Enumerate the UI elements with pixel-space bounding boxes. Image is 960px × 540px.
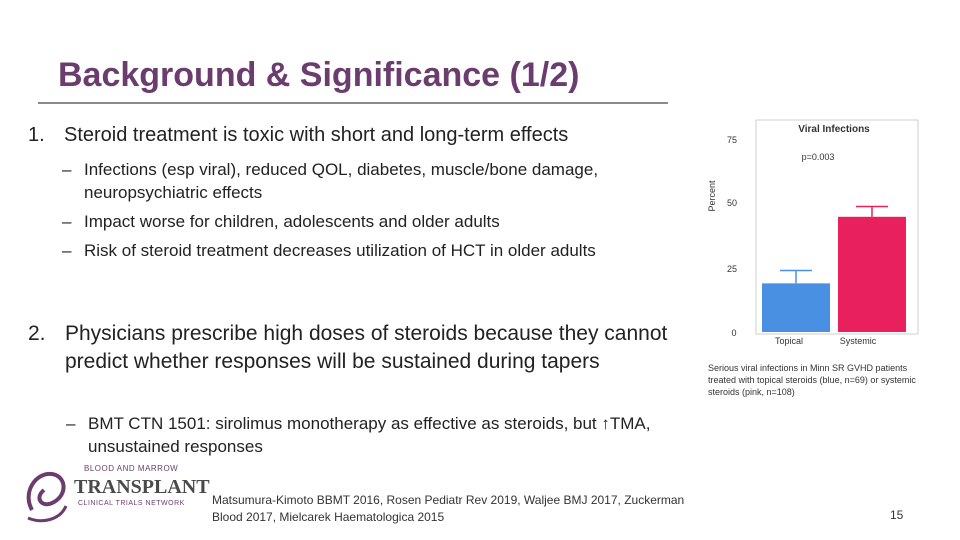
subpoint-item: Impact worse for children, adolescents a…: [62, 210, 662, 233]
bullet-number: 2.: [28, 322, 46, 345]
bars-group: [762, 205, 906, 332]
slide-title: Background & Significance (1/2): [58, 56, 580, 94]
bullet-point-1: 1. Steroid treatment is toxic with short …: [28, 124, 568, 147]
bar-topical: [762, 283, 830, 332]
chart-caption: Serious viral infections in Minn SR GVHD…: [708, 363, 916, 397]
y-tick-label: 75: [727, 135, 737, 145]
bullet-text: Physicians prescribe high doses of stero…: [65, 322, 668, 373]
bullet-2-subpoint: – BMT CTN 1501: sirolimus monotherapy as…: [66, 412, 686, 458]
logo-text-top: BLOOD AND MARROW: [84, 464, 179, 473]
p-value-annotation: p=0.003: [802, 152, 835, 162]
logo-text-main: TRANSPLANT: [74, 476, 210, 498]
y-tick-label: 25: [727, 264, 737, 274]
subpoint-item: Risk of steroid treatment decreases util…: [62, 239, 662, 262]
y-axis-label: Percent: [707, 180, 717, 212]
bullet-text: Steroid treatment is toxic with short an…: [64, 124, 569, 146]
logo-text-sub: CLINICAL TRIALS NETWORK: [78, 500, 185, 507]
logo-swirl-icon: [26, 471, 68, 523]
y-tick-label: 0: [731, 328, 736, 338]
y-tick-label: 50: [727, 198, 737, 208]
x-category-label: Systemic: [840, 336, 877, 346]
bmt-ctn-logo: BLOOD AND MARROW TRANSPLANT CLINICAL TRI…: [22, 462, 210, 526]
chart-plot-frame: [755, 119, 919, 335]
bar-systemic: [838, 216, 906, 332]
bullet-1-subpoints: Infections (esp viral), reduced QOL, dia…: [62, 158, 662, 268]
bullet-number: 1.: [28, 124, 45, 146]
subpoint-item: Infections (esp viral), reduced QOL, dia…: [62, 158, 662, 204]
x-category-label: Topical: [775, 336, 803, 346]
dash-marker: –: [66, 414, 76, 433]
subpoint-text: BMT CTN 1501: sirolimus monotherapy as e…: [88, 414, 651, 456]
bullet-point-2: 2. Physicians prescribe high doses of st…: [28, 320, 688, 376]
viral-infections-chart: Percent 75 50 25 0 Viral Infections p=0.…: [707, 119, 919, 346]
title-divider: [38, 102, 668, 104]
chart-title: Viral Infections: [798, 124, 870, 135]
page-number: 15: [890, 508, 904, 522]
references: Matsumura-Kimoto BBMT 2016, Rosen Pediat…: [212, 493, 685, 524]
